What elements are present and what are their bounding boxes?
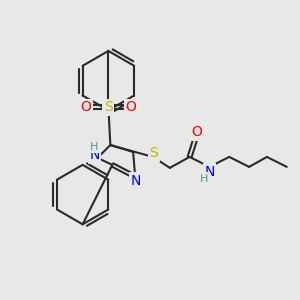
Text: O: O — [191, 125, 202, 139]
Text: N: N — [89, 148, 100, 162]
Text: N: N — [204, 165, 214, 179]
Text: H: H — [90, 142, 99, 152]
Text: S: S — [104, 100, 113, 114]
Text: O: O — [126, 100, 136, 114]
Text: S: S — [150, 146, 158, 160]
Text: N: N — [131, 174, 141, 188]
Text: O: O — [80, 100, 91, 114]
Text: H: H — [200, 174, 209, 184]
